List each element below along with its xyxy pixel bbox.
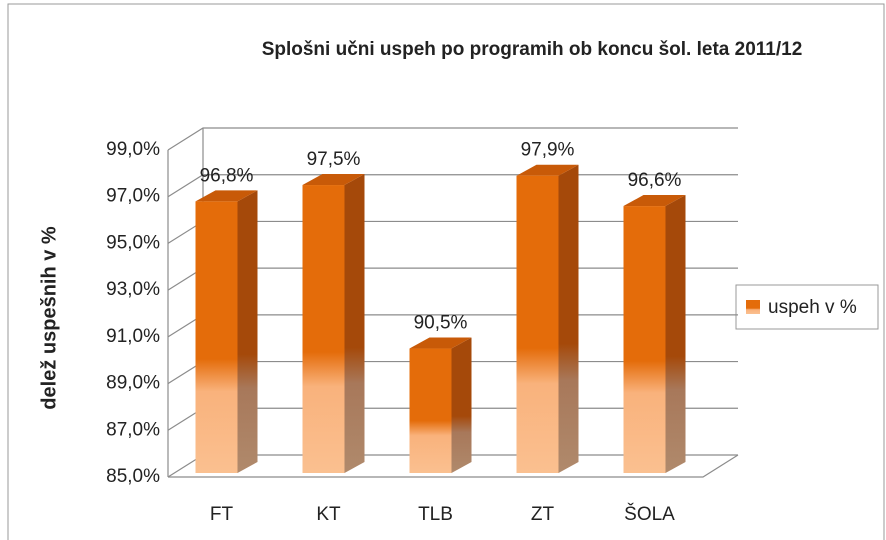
y-tick-label: 93,0%: [106, 279, 160, 300]
y-tick-label: 89,0%: [106, 373, 160, 394]
chart-title: Splošni učni uspeh po programih ob koncu…: [262, 39, 803, 60]
x-tick-label: ZT: [531, 504, 555, 525]
bar: [623, 206, 666, 474]
bar: [516, 175, 559, 473]
bar-side: [237, 190, 258, 473]
x-tick-label: KT: [316, 504, 341, 525]
x-tick-label: FT: [210, 504, 234, 525]
bar-top: [302, 174, 365, 186]
x-tick-label: TLB: [418, 504, 453, 525]
bar-side: [558, 164, 579, 473]
data-label: 96,8%: [200, 165, 254, 186]
y-tick-label: 95,0%: [106, 232, 160, 253]
floor: [168, 454, 739, 478]
y-tick-label: 97,0%: [106, 186, 160, 207]
legend-swatch: [746, 300, 760, 314]
bar: [195, 201, 238, 473]
y-tick-label: 87,0%: [106, 419, 160, 440]
y-tick-label: 85,0%: [106, 466, 160, 487]
data-label: 97,9%: [521, 140, 575, 161]
data-label: 90,5%: [414, 313, 468, 334]
bar-top: [195, 190, 258, 202]
y-tick-label: 99,0%: [106, 139, 160, 160]
bar-top: [409, 337, 472, 349]
bar-side: [665, 195, 686, 474]
bar: [409, 348, 452, 473]
bar-side: [344, 174, 365, 474]
bar: [302, 185, 345, 474]
y-axis-label: delež uspešnih v %: [38, 226, 60, 410]
legend: [735, 284, 879, 330]
data-label: 96,6%: [628, 170, 682, 191]
x-tick-label: ŠOLA: [624, 503, 675, 525]
grid-line: [167, 127, 738, 151]
y-tick-label: 91,0%: [106, 326, 160, 347]
bar-top: [623, 195, 686, 207]
bar-top: [516, 164, 579, 176]
data-label: 97,5%: [307, 149, 361, 170]
legend-label: uspeh v %: [768, 297, 857, 318]
bar-side: [451, 337, 472, 473]
frame: [7, 3, 885, 540]
